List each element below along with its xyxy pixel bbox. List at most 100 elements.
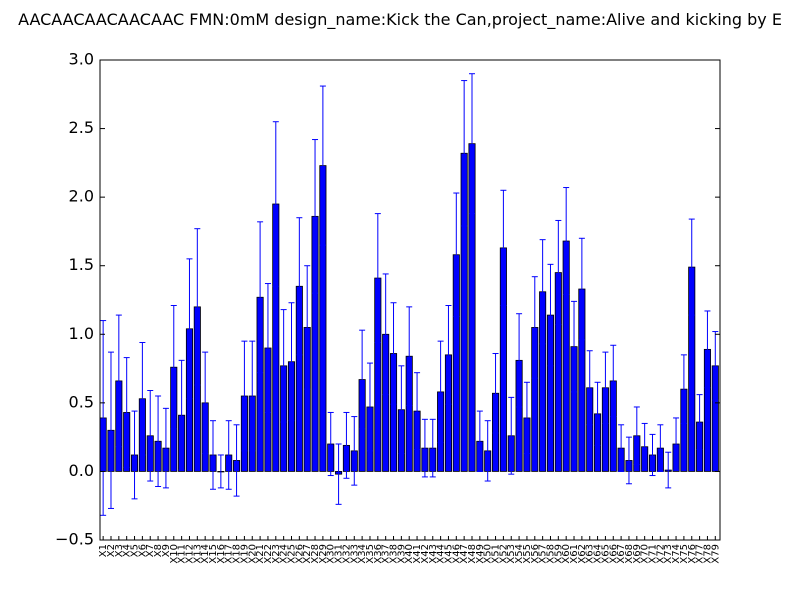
error-bar-X59 <box>555 219 562 326</box>
error-bar-X50 <box>484 420 491 482</box>
x-tick-label: X57 <box>538 544 549 564</box>
error-bar-X16 <box>217 454 224 489</box>
error-bar-X10 <box>170 304 177 430</box>
x-tick-label: X61 <box>569 544 580 564</box>
error-bar-X2 <box>107 351 114 509</box>
x-tick-label: X60 <box>561 544 572 564</box>
x-tick-label: X47 <box>459 544 470 564</box>
error-bar-X47 <box>461 80 468 227</box>
error-bar-X73 <box>665 451 672 489</box>
x-tick-label: X76 <box>687 544 698 564</box>
x-tick-label: X65 <box>600 544 611 564</box>
x-tick-label: X66 <box>608 544 619 564</box>
error-bar-X42 <box>421 418 428 478</box>
x-tick-label: X6 <box>137 544 148 557</box>
x-tick-label: X43 <box>428 544 439 564</box>
error-bar-X20 <box>249 340 256 452</box>
error-bar-X31 <box>335 443 342 505</box>
error-bar-X29 <box>319 85 326 246</box>
error-bar-X65 <box>602 351 609 424</box>
y-axis: −0.5 0.0 0.5 1.0 1.5 2.0 2.5 3.0 <box>55 50 720 549</box>
x-tick-label: X74 <box>671 544 682 564</box>
x-tick-label: X15 <box>208 544 219 564</box>
x-axis: X1X2X3X4X5X6X7X8X9X10X11X12X13X14X15X16X… <box>98 536 721 564</box>
error-bar-X55 <box>523 381 530 455</box>
error-bar-X8 <box>155 395 162 488</box>
error-bar-X79 <box>712 331 719 401</box>
x-tick-label: X75 <box>679 544 690 564</box>
x-tick-label: X8 <box>153 544 164 557</box>
x-tick-label: X79 <box>710 544 721 564</box>
error-bar-X46 <box>453 192 460 317</box>
x-tick-label: X5 <box>130 544 141 557</box>
error-bar-X15 <box>210 420 217 490</box>
x-tick-label: X29 <box>318 544 329 564</box>
error-bar-X57 <box>539 239 546 345</box>
x-tick-label: X37 <box>381 544 392 564</box>
x-tick-label: X12 <box>184 544 195 564</box>
error-bar-X43 <box>429 418 436 478</box>
error-bar-X56 <box>531 276 538 379</box>
error-bar-X76 <box>688 218 695 316</box>
error-bar-X52 <box>500 189 507 306</box>
x-tick-label: X24 <box>279 544 290 564</box>
error-bars-layer <box>100 73 719 516</box>
x-tick-label: X34 <box>357 544 368 564</box>
plot-frame <box>99 59 721 541</box>
x-tick-label: X20 <box>247 544 258 564</box>
error-bar-X32 <box>343 411 350 479</box>
error-bar-X53 <box>508 396 515 475</box>
x-tick-label: X3 <box>114 544 125 557</box>
error-bar-X9 <box>162 407 169 489</box>
error-bar-X70 <box>641 422 648 471</box>
x-tick-label: X78 <box>702 544 713 564</box>
error-bar-X37 <box>382 273 389 396</box>
x-tick-label: X18 <box>232 544 243 564</box>
x-tick-label: X33 <box>349 544 360 564</box>
error-bar-X68 <box>625 436 632 485</box>
y-tick-label: −0.5 <box>55 530 94 549</box>
y-tick-label: 2.5 <box>69 118 94 137</box>
x-tick-label: X71 <box>648 544 659 564</box>
x-tick-label: X69 <box>632 544 643 564</box>
x-tick-label: X52 <box>498 544 509 564</box>
x-tick-label: X38 <box>389 544 400 564</box>
error-bar-X38 <box>390 302 397 405</box>
x-tick-label: X42 <box>420 544 431 564</box>
error-bar-X30 <box>327 411 334 477</box>
x-tick-label: X19 <box>239 544 250 564</box>
error-bar-X49 <box>476 410 483 472</box>
error-bar-X61 <box>571 300 578 393</box>
error-bar-X69 <box>633 406 640 466</box>
error-bar-X54 <box>516 313 523 408</box>
x-tick-label: X27 <box>302 544 313 564</box>
error-bar-X33 <box>351 416 358 486</box>
error-bar-X19 <box>241 340 248 452</box>
x-tick-label: X59 <box>553 544 564 564</box>
y-tick-label: 3.0 <box>69 50 94 69</box>
x-tick-label: X9 <box>161 544 172 557</box>
x-tick-label: X26 <box>294 544 305 564</box>
error-bar-X58 <box>547 263 554 367</box>
error-bar-X71 <box>649 433 656 477</box>
error-bar-X17 <box>225 420 232 490</box>
error-bar-X35 <box>366 362 373 452</box>
y-tick-label: 0.5 <box>69 392 94 411</box>
error-bar-X12 <box>186 258 193 400</box>
error-bar-X5 <box>131 410 138 500</box>
error-bar-X66 <box>610 344 617 418</box>
error-bar-X60 <box>563 187 570 296</box>
error-bar-X18 <box>233 424 240 497</box>
error-bar-X78 <box>704 310 711 389</box>
x-tick-label: X28 <box>310 544 321 564</box>
error-bar-X28 <box>312 139 319 294</box>
error-bar-X23 <box>272 121 279 287</box>
x-tick-label: X64 <box>593 544 604 564</box>
x-tick-label: X17 <box>224 544 235 564</box>
error-bar-X64 <box>594 381 601 446</box>
x-tick-label: X77 <box>695 544 706 564</box>
x-tick-label: X32 <box>341 544 352 564</box>
x-tick-label: X63 <box>585 544 596 564</box>
x-tick-label: X40 <box>404 544 415 564</box>
error-bar-X34 <box>359 329 366 430</box>
